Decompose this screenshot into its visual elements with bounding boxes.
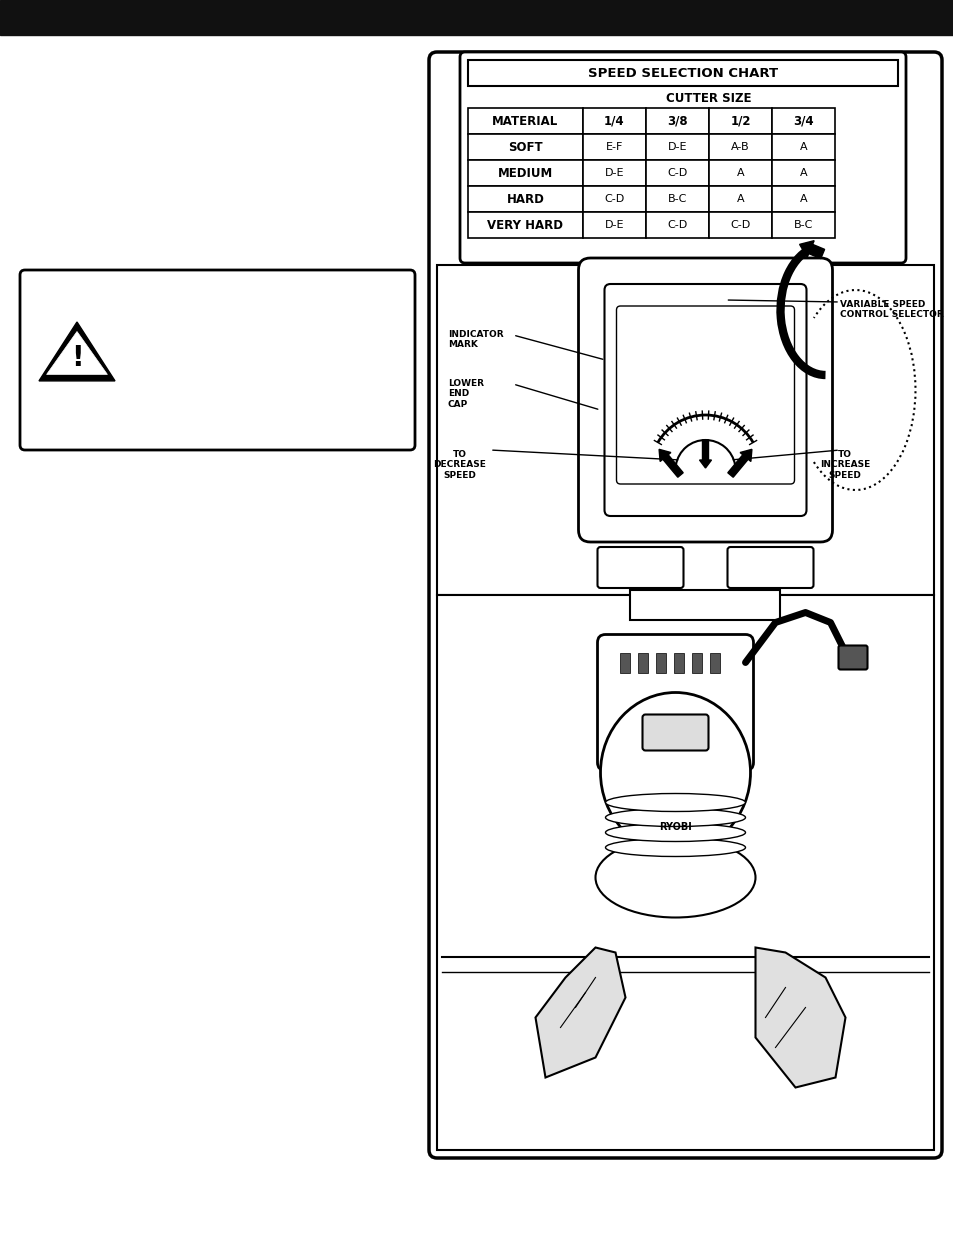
- Text: C-D: C-D: [730, 220, 750, 230]
- Ellipse shape: [605, 824, 744, 841]
- FancyBboxPatch shape: [597, 635, 753, 771]
- Ellipse shape: [599, 693, 750, 852]
- Bar: [645, 161, 708, 186]
- Text: !: !: [71, 345, 83, 372]
- Text: CUTTER SIZE: CUTTER SIZE: [665, 91, 751, 105]
- Bar: [708, 135, 771, 161]
- Ellipse shape: [595, 837, 755, 918]
- Text: B-C: B-C: [793, 220, 812, 230]
- Bar: [468, 212, 582, 238]
- Bar: [436, 595, 933, 1150]
- Text: A: A: [799, 142, 806, 152]
- Text: 3/8: 3/8: [666, 115, 687, 127]
- FancyBboxPatch shape: [727, 547, 813, 588]
- Ellipse shape: [605, 794, 744, 811]
- Bar: [468, 186, 582, 212]
- Ellipse shape: [605, 809, 744, 826]
- Bar: [645, 212, 708, 238]
- Polygon shape: [535, 947, 625, 1077]
- FancyBboxPatch shape: [616, 306, 794, 484]
- FancyArrow shape: [659, 450, 682, 477]
- Bar: [708, 212, 771, 238]
- Bar: [645, 107, 708, 135]
- Text: INDICATOR
MARK: INDICATOR MARK: [448, 330, 503, 350]
- Text: D-E: D-E: [667, 142, 686, 152]
- Bar: [468, 107, 582, 135]
- Text: C-D: C-D: [667, 168, 687, 178]
- Bar: [468, 161, 582, 186]
- Text: C-D: C-D: [667, 220, 687, 230]
- Bar: [710, 652, 720, 673]
- FancyBboxPatch shape: [641, 715, 708, 751]
- Text: C-D: C-D: [604, 194, 624, 204]
- Bar: [619, 652, 630, 673]
- Text: D-E: D-E: [604, 220, 623, 230]
- Text: VARIABLE SPEED
CONTROL SELECTOR: VARIABLE SPEED CONTROL SELECTOR: [840, 300, 943, 320]
- Text: D-E: D-E: [604, 168, 623, 178]
- Text: HARD: HARD: [506, 193, 544, 205]
- FancyBboxPatch shape: [429, 52, 941, 1158]
- Bar: [708, 161, 771, 186]
- FancyArrow shape: [727, 450, 751, 477]
- Text: E-F: E-F: [605, 142, 622, 152]
- Bar: [771, 161, 834, 186]
- Text: B-C: B-C: [667, 194, 686, 204]
- FancyBboxPatch shape: [459, 52, 905, 263]
- Bar: [468, 61, 897, 86]
- Bar: [771, 212, 834, 238]
- FancyBboxPatch shape: [597, 547, 682, 588]
- Text: A: A: [736, 194, 743, 204]
- Text: VERY HARD: VERY HARD: [487, 219, 563, 231]
- Text: A: A: [736, 168, 743, 178]
- Polygon shape: [755, 947, 844, 1088]
- FancyBboxPatch shape: [838, 646, 866, 669]
- Text: 1/2: 1/2: [729, 115, 750, 127]
- Text: A: A: [799, 194, 806, 204]
- Bar: [582, 212, 645, 238]
- Bar: [630, 590, 780, 620]
- FancyBboxPatch shape: [20, 270, 415, 450]
- Bar: [645, 135, 708, 161]
- Text: RYOBI: RYOBI: [659, 823, 691, 832]
- Bar: [638, 652, 648, 673]
- Bar: [582, 135, 645, 161]
- Bar: [771, 107, 834, 135]
- Text: LOWER
END
CAP: LOWER END CAP: [448, 379, 483, 409]
- Text: A: A: [799, 168, 806, 178]
- Text: 3/4: 3/4: [792, 115, 813, 127]
- Text: MATERIAL: MATERIAL: [492, 115, 558, 127]
- FancyBboxPatch shape: [578, 258, 832, 542]
- Polygon shape: [39, 322, 115, 380]
- Bar: [0, 0, 953, 35]
- FancyArrow shape: [699, 440, 711, 468]
- Polygon shape: [47, 331, 108, 374]
- Bar: [771, 186, 834, 212]
- FancyArrow shape: [799, 241, 823, 258]
- Bar: [771, 135, 834, 161]
- Bar: [645, 186, 708, 212]
- Text: TO
INCREASE
SPEED: TO INCREASE SPEED: [819, 450, 869, 480]
- Text: A-B: A-B: [730, 142, 749, 152]
- Bar: [582, 161, 645, 186]
- Bar: [436, 266, 933, 595]
- Bar: [468, 135, 582, 161]
- FancyBboxPatch shape: [604, 284, 805, 516]
- Ellipse shape: [605, 839, 744, 857]
- Text: SOFT: SOFT: [508, 141, 542, 153]
- Text: 1/4: 1/4: [603, 115, 624, 127]
- Bar: [582, 186, 645, 212]
- Bar: [582, 107, 645, 135]
- Bar: [656, 652, 666, 673]
- Text: MEDIUM: MEDIUM: [497, 167, 553, 179]
- Bar: [692, 652, 701, 673]
- Bar: [708, 107, 771, 135]
- Text: SPEED SELECTION CHART: SPEED SELECTION CHART: [587, 67, 778, 79]
- Text: TO
DECREASE
SPEED: TO DECREASE SPEED: [433, 450, 486, 480]
- Bar: [708, 186, 771, 212]
- Bar: [674, 652, 684, 673]
